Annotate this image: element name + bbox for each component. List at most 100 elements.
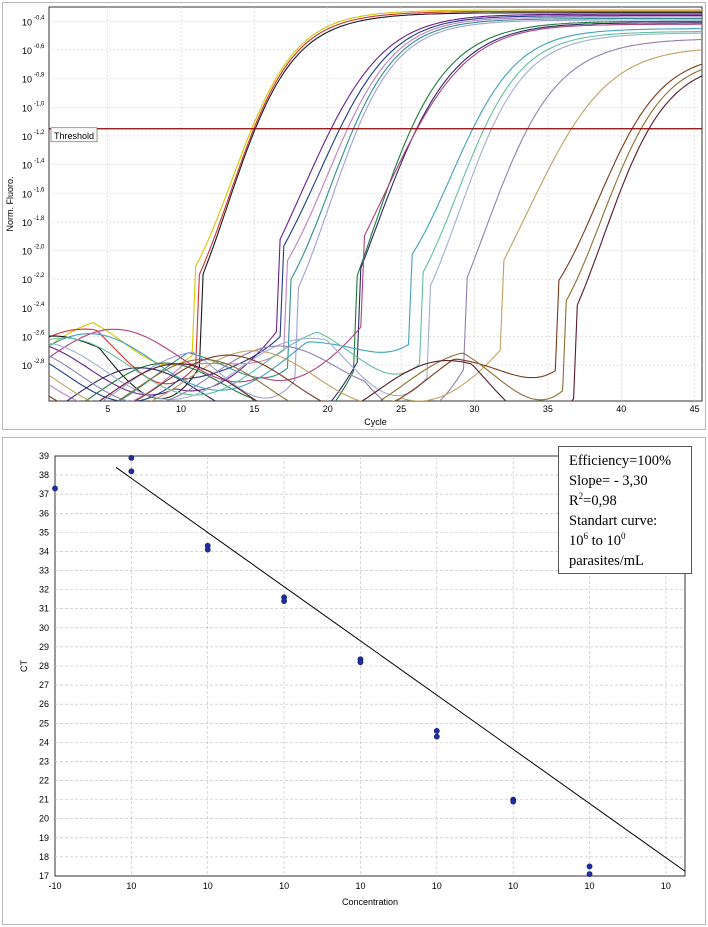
standard-curve-panel: -10 10 10 10 10 10 10 10 10 17 18 19 20 21 22 23 24 25 26 2… <box>2 437 706 925</box>
amplification-curve <box>49 28 702 391</box>
y-tick-label: 19 <box>39 833 49 843</box>
y-tick-label: 36 <box>39 508 49 518</box>
x-tick-label: 10 <box>585 881 595 891</box>
y-tick-label: 21 <box>39 795 49 805</box>
units-text: parasites/mL <box>569 553 644 569</box>
y-tick-exponent: -0,4 <box>34 15 45 21</box>
amplification-curve <box>49 15 702 401</box>
data-point <box>357 659 364 666</box>
y-tick-label: 18 <box>39 852 49 862</box>
amplification-curve <box>98 75 702 401</box>
y-tick-label: 26 <box>39 699 49 709</box>
x-tick-label: 40 <box>616 404 626 414</box>
x-tick-label: 10 <box>279 881 289 891</box>
amplification-curve <box>117 17 702 401</box>
efficiency-text: Efficiency=100% <box>569 453 672 469</box>
y-tick-label: 10 <box>22 17 32 27</box>
x-tick-label: 10 <box>355 881 365 891</box>
y-tick-label: 10 <box>22 189 32 199</box>
y-tick-label: 23 <box>39 756 49 766</box>
y-tick-label: 37 <box>39 489 49 499</box>
y-tick-label: 10 <box>22 161 32 171</box>
amplification-curve <box>49 63 702 401</box>
x-tick-label: 15 <box>249 404 259 414</box>
y-tick-label: 32 <box>39 585 49 595</box>
y-tick-exponent: -2,6 <box>34 331 45 337</box>
y-tick-label: 28 <box>39 661 49 671</box>
slope-text: Slope= - 3,30 <box>569 473 648 489</box>
amplification-plot-panel: 5 10 15 20 25 30 35 40 45 10 -0,4 10 -0,6 10 -0,8 10 -1,… <box>2 2 706 430</box>
data-point <box>52 485 58 492</box>
x-tick-label: 35 <box>543 404 553 414</box>
y-axis-label: CT <box>19 660 29 672</box>
y-tick-exponent: -0,6 <box>34 44 45 50</box>
amplification-curve <box>49 38 702 401</box>
y-tick-exponent: -2,0 <box>34 245 45 251</box>
y-tick-label: 10 <box>22 333 32 343</box>
y-tick-label: 24 <box>39 737 49 747</box>
x-axis-label: Concentration <box>342 897 398 907</box>
y-tick-exponent: -0,8 <box>34 73 45 79</box>
y-tick-exponent: -1,4 <box>34 159 45 165</box>
y-tick-exponent: -2,8 <box>34 359 45 365</box>
curve-stats-box: Efficiency=100% Slope= - 3,30 R2=0,98 St… <box>558 446 692 574</box>
y-tick-label: 10 <box>22 275 32 285</box>
x-tick-label: 10 <box>432 881 442 891</box>
y-tick-label: 10 <box>22 304 32 314</box>
y-tick-label: 17 <box>39 871 49 881</box>
y-tick-label: 10 <box>22 132 32 142</box>
y-tick-exponent: -2,4 <box>34 302 45 308</box>
amplification-curve <box>49 31 702 396</box>
x-tick-label: 30 <box>470 404 480 414</box>
curve-group <box>49 9 702 401</box>
threshold-label: Threshold <box>54 131 94 141</box>
y-tick-exponent: -1,2 <box>34 130 45 136</box>
y-tick-label: 29 <box>39 642 49 652</box>
amplification-curve <box>49 23 702 383</box>
standard-curve-plot: -10 10 10 10 10 10 10 10 10 17 18 19 20 21 22 23 24 25 26 2… <box>19 451 686 907</box>
y-tick-label: 10 <box>22 247 32 257</box>
data-point <box>128 468 135 475</box>
y-tick-label: 38 <box>39 470 49 480</box>
x-tick-label: 45 <box>690 404 700 414</box>
y-tick-exponent: -1,8 <box>34 216 45 222</box>
y-tick-exponent: -1,6 <box>34 187 45 193</box>
y-tick-label: 31 <box>39 604 49 614</box>
plot-area <box>48 6 703 402</box>
data-point <box>586 863 593 870</box>
range-text: 106 to 100 <box>569 531 626 549</box>
data-point <box>281 598 287 604</box>
amplification-curve <box>49 49 702 401</box>
y-tick-label: 10 <box>22 103 32 113</box>
y-tick-label: 22 <box>39 776 49 786</box>
y-tick-label: 34 <box>39 546 49 556</box>
x-tick-label: 10 <box>508 881 518 891</box>
data-point <box>433 733 440 740</box>
amplification-curve <box>49 10 702 385</box>
y-tick-label: 10 <box>22 46 32 56</box>
amplification-curve <box>49 16 702 401</box>
y-tick-label: 10 <box>22 218 32 228</box>
y-axis-label: Norm. Fluoro. <box>5 176 15 231</box>
x-tick-label: 10 <box>176 404 186 414</box>
threshold-label-box <box>50 127 98 143</box>
standart-curve-label: Standart curve: <box>569 513 658 529</box>
data-point <box>586 871 593 877</box>
amplification-curve <box>65 22 702 401</box>
data-point <box>204 546 211 553</box>
data-point <box>510 798 517 805</box>
fit-line <box>115 467 686 872</box>
y-tick-label: 27 <box>39 680 49 690</box>
y-tick-exponent: -2,2 <box>34 273 45 279</box>
x-axis-label: Cycle <box>364 417 387 427</box>
y-tick-label: 20 <box>39 814 49 824</box>
y-tick-label: 30 <box>39 623 49 633</box>
data-point <box>128 455 135 461</box>
y-tick-label: 35 <box>39 527 49 537</box>
y-tick-label: 10 <box>22 75 32 85</box>
x-tick-label: 20 <box>323 404 333 414</box>
y-tick-label: 33 <box>39 566 49 576</box>
r-squared-text: R2=0,98 <box>569 491 617 509</box>
x-tick-label: -10 <box>48 881 61 891</box>
